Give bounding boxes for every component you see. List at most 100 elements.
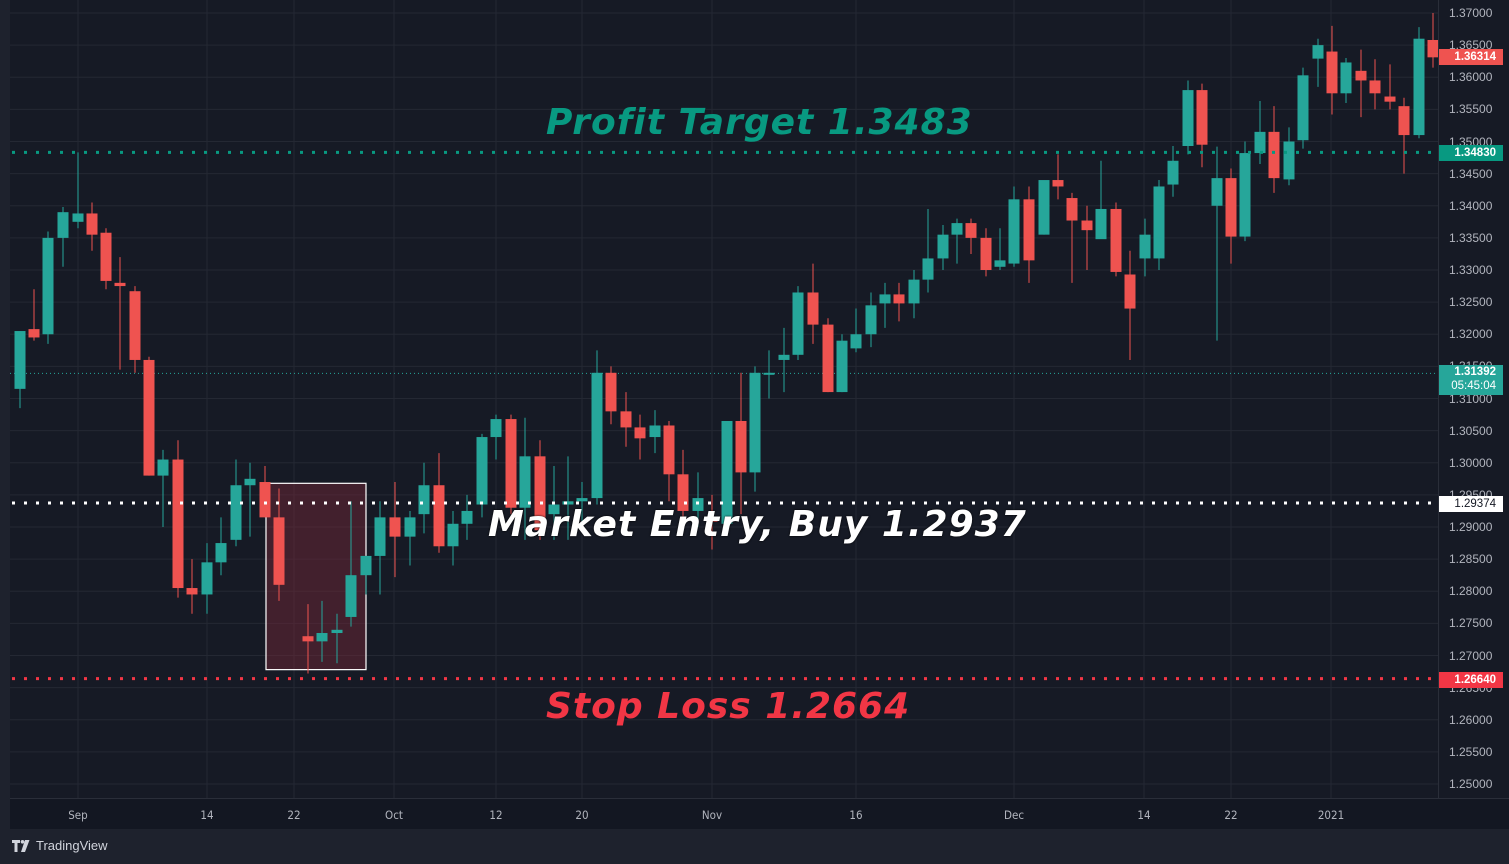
bullish-candle: [1211, 178, 1223, 206]
tradingview-logo-icon: [12, 839, 30, 852]
current-price-value: 1.31392: [1454, 366, 1496, 378]
tradingview-logo[interactable]: TradingView: [12, 838, 108, 853]
bullish-candle: [562, 501, 574, 505]
bullish-candle: [1254, 131, 1266, 154]
bullish-candle: [201, 562, 213, 595]
bullish-candle: [244, 478, 256, 486]
bearish-candle: [1268, 131, 1280, 179]
bullish-candle: [692, 498, 704, 511]
time-tick: 2021: [1317, 808, 1345, 822]
bullish-candle: [649, 425, 661, 438]
price-tick: 1.36500: [1449, 38, 1493, 53]
bullish-candle: [591, 372, 603, 499]
time-tick: Nov: [701, 808, 723, 822]
time-tick: 14: [200, 808, 214, 822]
bearish-candle: [1326, 51, 1338, 94]
price-tick: 1.34500: [1449, 166, 1493, 181]
bullish-candle: [1283, 141, 1295, 180]
bearish-candle: [129, 291, 141, 360]
price-scale[interactable]: 1.37000 1.36500 1.36000 1.35500 1.35000 1.345…: [1438, 0, 1509, 798]
bullish-candle: [404, 517, 416, 537]
bearish-candle: [1427, 39, 1438, 58]
bullish-candle: [937, 234, 949, 259]
time-scale[interactable]: Sep 14 22 Oct 12 20 Nov 16 Dec 14 22 2021: [10, 798, 1509, 829]
bullish-candle: [908, 279, 920, 304]
bearish-candle: [893, 294, 905, 304]
stop-loss-annotation: Stop Loss 1.2664: [546, 686, 911, 727]
bullish-candle: [1008, 199, 1020, 264]
bearish-candle: [389, 517, 401, 537]
bullish-candle: [418, 485, 430, 515]
bullish-candle: [215, 543, 227, 563]
bullish-candle: [345, 575, 357, 617]
price-tick: 1.35500: [1449, 102, 1493, 117]
bullish-candle: [230, 485, 242, 540]
bullish-candle: [476, 437, 488, 505]
bullish-candle: [1153, 186, 1165, 259]
bullish-candle: [519, 456, 531, 508]
bullish-candle: [316, 633, 328, 642]
bullish-candle: [1340, 62, 1352, 94]
current-price-label: 1.31392 05:45:04: [1439, 365, 1503, 395]
profit-target-price-label: 1.34830: [1439, 145, 1503, 161]
bullish-candle: [1297, 75, 1309, 141]
bullish-candle: [14, 331, 26, 389]
market-entry-annotation: Market Entry, Buy 1.2937: [488, 504, 1027, 545]
bullish-candle: [850, 334, 862, 349]
bullish-candle: [360, 555, 372, 576]
bearish-candle: [534, 456, 546, 531]
bearish-candle: [1023, 199, 1035, 261]
bearish-candle: [706, 517, 718, 522]
bullish-candle: [994, 260, 1006, 267]
bearish-candle: [822, 324, 834, 393]
time-tick: 20: [575, 808, 589, 822]
price-tick: 1.27000: [1449, 648, 1493, 663]
bearish-candle: [143, 359, 155, 476]
bullish-candle: [57, 212, 69, 238]
bar-countdown: 05:45:04: [1451, 380, 1496, 392]
footer: TradingView: [0, 829, 1509, 864]
brand-name: TradingView: [36, 838, 108, 853]
time-tick: Sep: [68, 808, 88, 822]
chart-pane[interactable]: Profit Target 1.3483 Market Entry, Buy 1…: [10, 0, 1438, 798]
bullish-candle: [721, 420, 733, 524]
bearish-candle: [605, 372, 617, 412]
bullish-candle: [72, 213, 84, 222]
bullish-candle: [42, 237, 54, 335]
bullish-candle: [922, 258, 934, 280]
bearish-candle: [1124, 274, 1136, 309]
price-tick: 1.36000: [1449, 70, 1493, 85]
bearish-candle: [28, 329, 40, 338]
bearish-candle: [1196, 90, 1208, 145]
profit-target-annotation: Profit Target 1.3483: [546, 102, 973, 143]
bullish-candle: [1239, 153, 1251, 237]
bearish-candle: [505, 419, 517, 508]
bullish-candle: [865, 305, 877, 335]
last-price-label: 1.36314: [1439, 49, 1503, 65]
bearish-candle: [114, 282, 126, 287]
bearish-candle: [663, 425, 675, 475]
bearish-candle: [433, 485, 445, 547]
time-tick: 22: [1224, 808, 1238, 822]
bearish-candle: [1081, 220, 1093, 231]
bullish-candle: [1139, 234, 1151, 259]
bullish-candle: [778, 354, 790, 360]
bullish-candle: [749, 372, 761, 473]
bearish-candle: [302, 636, 314, 642]
price-tick: 1.28500: [1449, 552, 1493, 567]
stop-loss-price-label: 1.26640: [1439, 672, 1503, 688]
price-tick: 1.28000: [1449, 584, 1493, 599]
candlestick-plot[interactable]: [10, 0, 1438, 798]
price-tick: 1.27500: [1449, 616, 1493, 631]
time-tick: 16: [849, 808, 863, 822]
bearish-candle: [634, 427, 646, 439]
bearish-candle: [1369, 80, 1381, 94]
bullish-candle: [490, 419, 502, 438]
bearish-candle: [172, 459, 184, 589]
bullish-candle: [1312, 45, 1324, 59]
time-tick: 12: [489, 808, 503, 822]
price-tick: 1.31000: [1449, 391, 1493, 406]
bearish-candle: [1398, 106, 1410, 136]
price-tick: 1.29000: [1449, 520, 1493, 534]
price-tick: 1.34000: [1449, 198, 1493, 213]
